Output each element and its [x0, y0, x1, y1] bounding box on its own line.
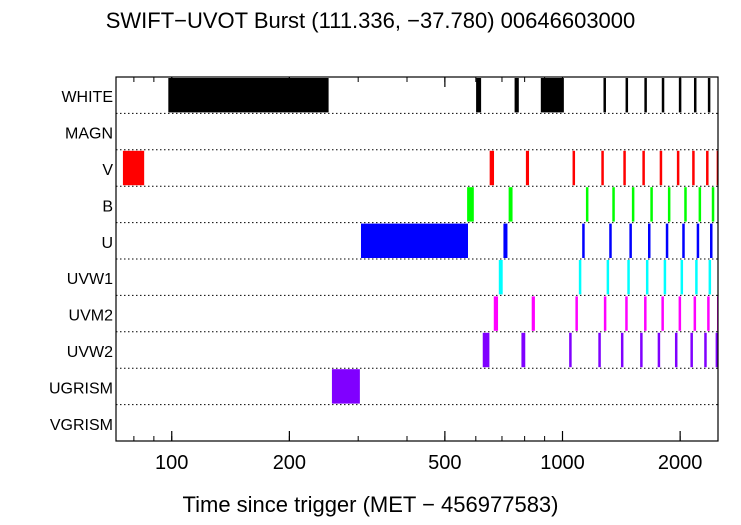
- bar-white-0: [168, 78, 329, 113]
- x-tick-label: 200: [273, 452, 306, 474]
- bar-uvw2-0: [482, 332, 490, 368]
- x-tick-label: 2000: [658, 452, 703, 474]
- bar-v-4: [601, 150, 604, 186]
- bar-b-8: [698, 187, 702, 222]
- bar-uvw2-2: [569, 332, 572, 368]
- x-tick-label: 500: [428, 452, 461, 474]
- bar-u-4: [629, 223, 632, 258]
- bar-uvm2-7: [678, 296, 682, 331]
- bar-v-3: [572, 150, 576, 186]
- filter-label-v: V: [102, 162, 113, 179]
- bar-uvw1-4: [645, 260, 649, 295]
- filter-label-uvm2: UVM2: [69, 308, 114, 325]
- bar-uvm2-0: [493, 296, 499, 331]
- bar-u-5: [648, 223, 651, 258]
- bar-uvw1-7: [695, 260, 698, 295]
- filter-labels: WHITE MAGN V B U UVW1 UVM2 UVW2 UGRISM VGRISM: [49, 89, 113, 434]
- chart-title: SWIFT−UVOT Burst (111.336, −37.780) 0064…: [105, 8, 636, 33]
- plot-frame: [115, 76, 719, 442]
- bar-uvm2-6: [661, 296, 664, 331]
- bar-white-5: [625, 78, 629, 113]
- bar-uvw2-7: [674, 332, 678, 368]
- bar-uvm2-2: [575, 296, 578, 331]
- x-axis-ticks: 100 200 500 1000 2000: [133, 77, 703, 474]
- bar-uvw2-6: [657, 332, 661, 368]
- bar-white-3: [540, 78, 564, 113]
- bar-u-2: [582, 223, 585, 258]
- bar-uvm2-1: [531, 296, 535, 331]
- bar-uvw2-3: [598, 332, 601, 368]
- bar-uvw1-8: [708, 260, 712, 295]
- bar-v-9: [692, 150, 695, 186]
- bar-white-4: [603, 78, 606, 113]
- bar-uvw2-4: [620, 332, 624, 368]
- filter-label-u: U: [101, 235, 113, 252]
- bar-uvw2-8: [690, 332, 693, 368]
- bar-white-2: [514, 78, 519, 113]
- bar-uvw1-3: [627, 260, 630, 295]
- bar-white-9: [693, 78, 697, 113]
- bar-b-5: [650, 187, 653, 222]
- bar-b-0: [467, 187, 474, 222]
- bar-uvm2-8: [693, 296, 697, 331]
- bar-b-3: [612, 187, 615, 222]
- bar-u-3: [609, 223, 612, 258]
- bar-v-10: [706, 150, 709, 186]
- filter-label-uvw2: UVW2: [67, 344, 113, 361]
- bar-uvw1-5: [663, 260, 667, 295]
- bar-ugrism-0: [331, 369, 360, 404]
- bar-b-1: [508, 187, 513, 222]
- bar-u-8: [696, 223, 700, 258]
- bar-b-9: [711, 187, 715, 222]
- filter-label-ugrism: UGRISM: [49, 380, 113, 397]
- bar-v-8: [676, 150, 680, 186]
- bar-v-11: [716, 150, 718, 186]
- filter-label-b: B: [102, 198, 113, 215]
- bar-uvm2-3: [603, 296, 607, 331]
- bar-u-0: [360, 223, 468, 258]
- x-tick-label: 100: [155, 452, 188, 474]
- bar-uvw1-2: [606, 260, 610, 295]
- filter-label-uvw1: UVW1: [67, 271, 113, 288]
- bar-white-10: [707, 78, 711, 113]
- filter-label-vgrism: VGRISM: [50, 417, 113, 434]
- bar-b-6: [667, 187, 671, 222]
- bar-uvm2-9: [707, 296, 710, 331]
- bar-uvw2-10: [715, 332, 718, 368]
- bar-white-1: [476, 78, 482, 113]
- bar-v-1: [489, 150, 495, 186]
- bar-b-7: [684, 187, 687, 222]
- x-axis-label: Time since trigger (MET − 456977583): [182, 492, 559, 517]
- bar-uvw1-1: [578, 260, 582, 295]
- bar-uvm2-4: [625, 296, 628, 331]
- bar-b-2: [585, 187, 589, 222]
- bar-u-9: [710, 223, 713, 258]
- bar-b-4: [631, 187, 635, 222]
- bar-uvw1-6: [680, 260, 684, 295]
- bar-u-1: [503, 223, 508, 258]
- bar-v-2: [525, 150, 530, 186]
- bar-v-6: [642, 150, 645, 186]
- bar-v-0: [122, 150, 145, 186]
- bar-uvw1-0: [498, 260, 503, 295]
- bar-v-7: [659, 150, 663, 186]
- bar-uvw2-9: [704, 332, 707, 368]
- bar-u-6: [665, 223, 669, 258]
- bar-uvw2-5: [640, 332, 643, 368]
- bar-uvm2-5: [644, 296, 647, 331]
- filter-label-magn: MAGN: [65, 126, 113, 143]
- bar-u-7: [682, 223, 685, 258]
- bar-white-7: [661, 78, 665, 113]
- bar-white-6: [644, 78, 647, 113]
- bar-white-8: [678, 78, 682, 113]
- row-separators: [116, 112, 718, 406]
- bar-uvw2-1: [521, 332, 526, 368]
- x-tick-label: 1000: [540, 452, 585, 474]
- bar-v-5: [623, 150, 626, 186]
- observation-bars: [122, 78, 718, 404]
- filter-label-white: WHITE: [61, 89, 113, 106]
